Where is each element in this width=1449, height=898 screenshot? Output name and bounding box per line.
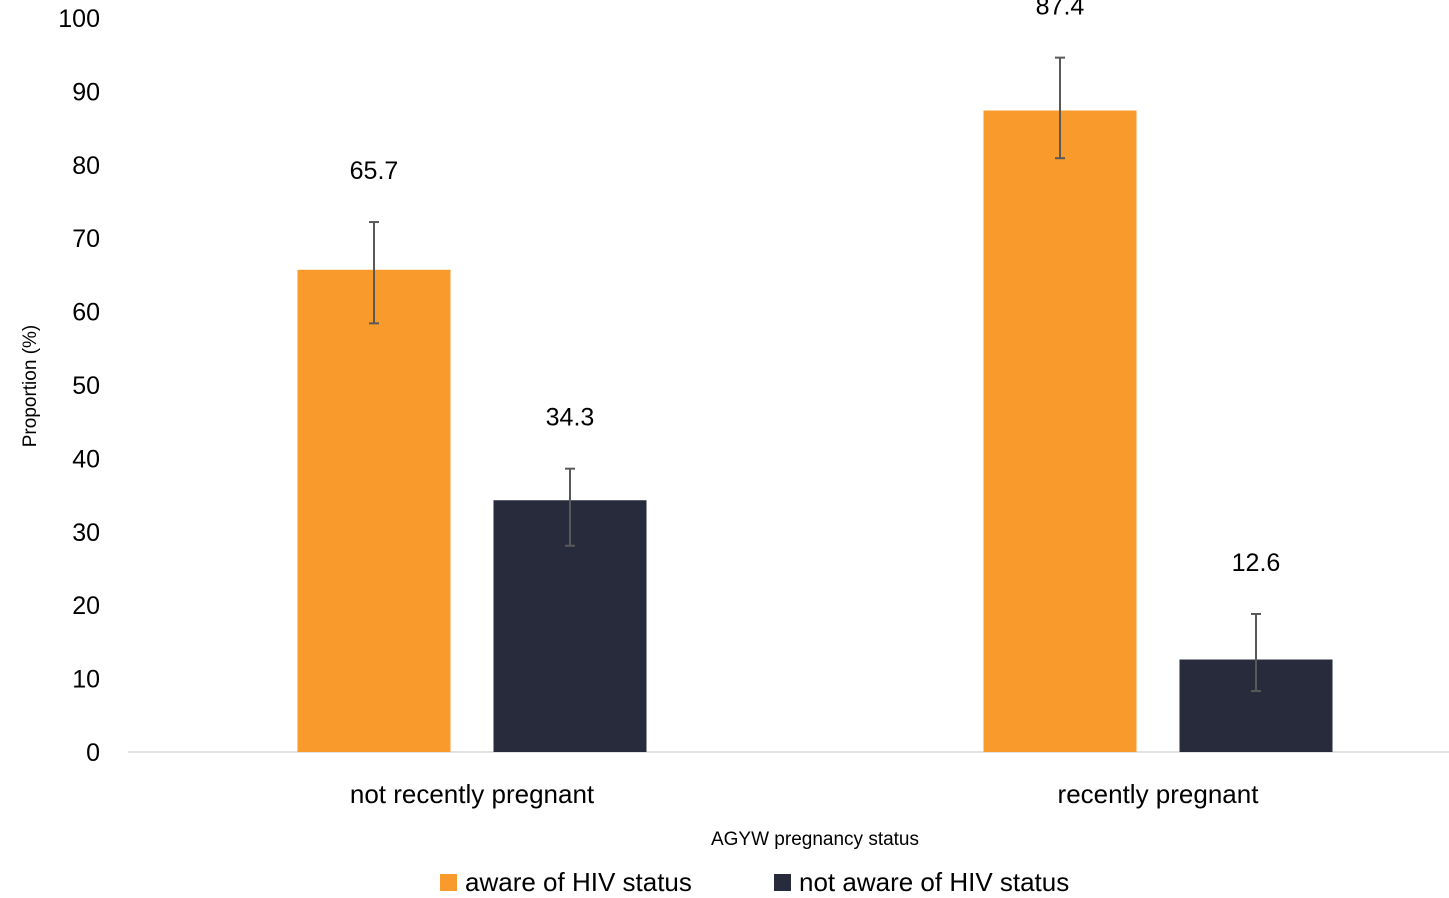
category-labels: not recently pregnant recently pregnant <box>350 779 1259 809</box>
data-label-series-1-cat-1: 12.6 <box>1232 549 1281 577</box>
data-label-series-0-cat-1: 87.4 <box>1036 0 1085 21</box>
bar-series-0-cat-1 <box>983 110 1137 752</box>
y-tick-label-100: 100 <box>58 5 100 33</box>
legend-swatch-1 <box>774 874 791 891</box>
error-bars <box>369 56 1261 693</box>
data-label-series-1-cat-0: 34.3 <box>546 404 595 432</box>
y-tick-label-60: 60 <box>72 299 100 327</box>
y-tick-label-20: 20 <box>72 592 100 620</box>
category-label-1: recently pregnant <box>1058 779 1260 809</box>
legend-swatch-0 <box>440 874 457 891</box>
data-labels: 65.7 87.4 34.3 12.6 <box>350 0 1281 577</box>
legend-label-1: not aware of HIV status <box>799 867 1069 897</box>
bar-series-0-cat-0 <box>297 269 451 752</box>
data-label-series-0-cat-0: 65.7 <box>350 157 399 185</box>
y-tick-label-10: 10 <box>72 666 100 694</box>
x-axis-title: AGYW pregnancy status <box>711 829 919 850</box>
y-tick-label-70: 70 <box>72 225 100 253</box>
legend: aware of HIV status not aware of HIV stat… <box>440 867 1069 897</box>
y-tick-label-30: 30 <box>72 519 100 547</box>
y-tick-label-90: 90 <box>72 78 100 106</box>
y-tick-label-40: 40 <box>72 445 100 473</box>
y-tick-label-50: 50 <box>72 372 100 400</box>
bars <box>297 110 1333 752</box>
y-axis-title: Proportion (%) <box>20 325 41 448</box>
y-axis-ticks: 0 10 20 30 40 50 60 70 80 90 100 <box>58 5 100 767</box>
y-tick-label-0: 0 <box>86 739 100 767</box>
y-tick-label-80: 80 <box>72 152 100 180</box>
legend-label-0: aware of HIV status <box>465 867 692 897</box>
category-label-0: not recently pregnant <box>350 779 595 809</box>
